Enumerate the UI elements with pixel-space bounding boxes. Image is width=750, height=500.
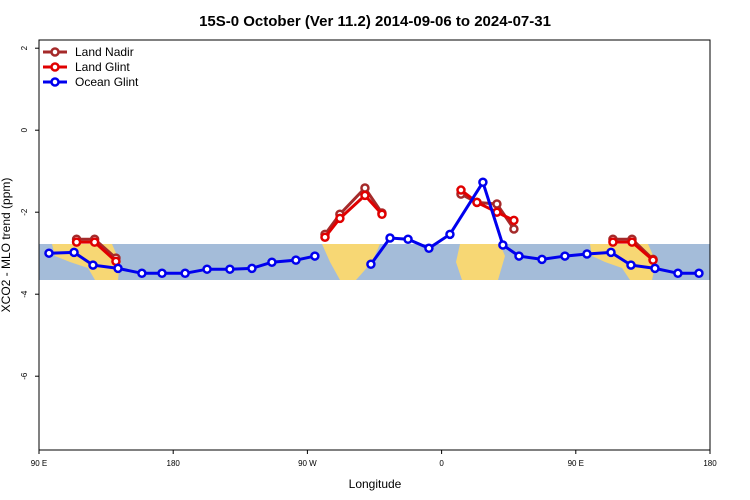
point xyxy=(650,263,660,274)
point xyxy=(694,268,704,279)
land xyxy=(456,244,505,280)
point xyxy=(492,199,502,209)
point xyxy=(582,249,592,259)
point xyxy=(291,255,301,265)
point xyxy=(44,248,54,258)
point xyxy=(267,257,277,267)
y-axis-label: XCO2 - MLO trend (ppm) xyxy=(0,178,13,313)
point xyxy=(360,183,370,193)
point xyxy=(225,264,235,274)
point xyxy=(606,247,616,258)
point xyxy=(424,243,434,254)
point xyxy=(627,237,637,247)
legend-marker xyxy=(50,77,60,87)
y-tick-label: -2 xyxy=(20,208,29,216)
y-tick-label: -6 xyxy=(20,372,29,380)
point xyxy=(137,268,147,279)
point xyxy=(157,268,167,279)
x-axis-label: Longitude xyxy=(349,477,402,491)
point xyxy=(537,254,547,265)
point xyxy=(88,260,98,270)
legend-marker xyxy=(50,47,60,57)
point xyxy=(89,237,100,247)
point xyxy=(385,233,395,243)
point xyxy=(366,259,376,270)
point xyxy=(509,224,519,234)
point xyxy=(113,263,123,274)
point xyxy=(180,268,190,279)
land xyxy=(322,244,380,280)
point xyxy=(456,185,466,195)
legend-label: Ocean Glint xyxy=(75,75,139,89)
chart-title: 15S-0 October (Ver 11.2) 2014-09-06 to 2… xyxy=(199,13,551,30)
point xyxy=(498,240,508,250)
point xyxy=(202,264,212,274)
legend-label: Land Nadir xyxy=(75,45,134,59)
legend-marker xyxy=(50,62,60,72)
point xyxy=(478,177,488,188)
x-tick-label: 180 xyxy=(703,459,717,468)
point xyxy=(648,255,658,265)
point xyxy=(377,209,387,219)
y-tick-label: 2 xyxy=(20,45,29,50)
point xyxy=(360,190,370,201)
point xyxy=(626,260,636,270)
point xyxy=(673,268,683,279)
legend-label: Land Glint xyxy=(75,60,130,74)
point xyxy=(335,213,345,224)
point xyxy=(69,247,79,258)
point xyxy=(71,237,82,247)
point xyxy=(472,197,482,208)
x-tick-label: 90 E xyxy=(31,459,47,468)
x-tick-label: 0 xyxy=(439,459,444,468)
y-tick-label: -4 xyxy=(20,290,29,298)
x-tick-label: 90 E xyxy=(568,459,584,468)
point xyxy=(310,251,320,261)
point xyxy=(608,237,618,247)
point xyxy=(320,232,330,242)
point xyxy=(403,234,413,245)
point xyxy=(514,251,524,261)
point xyxy=(445,229,455,240)
y-tick-label: 0 xyxy=(20,127,29,132)
point xyxy=(247,263,257,274)
plot-frame xyxy=(38,39,711,451)
point xyxy=(560,251,570,261)
x-tick-label: 180 xyxy=(167,459,181,468)
point xyxy=(509,215,519,226)
x-tick-label: 90 W xyxy=(298,459,317,468)
